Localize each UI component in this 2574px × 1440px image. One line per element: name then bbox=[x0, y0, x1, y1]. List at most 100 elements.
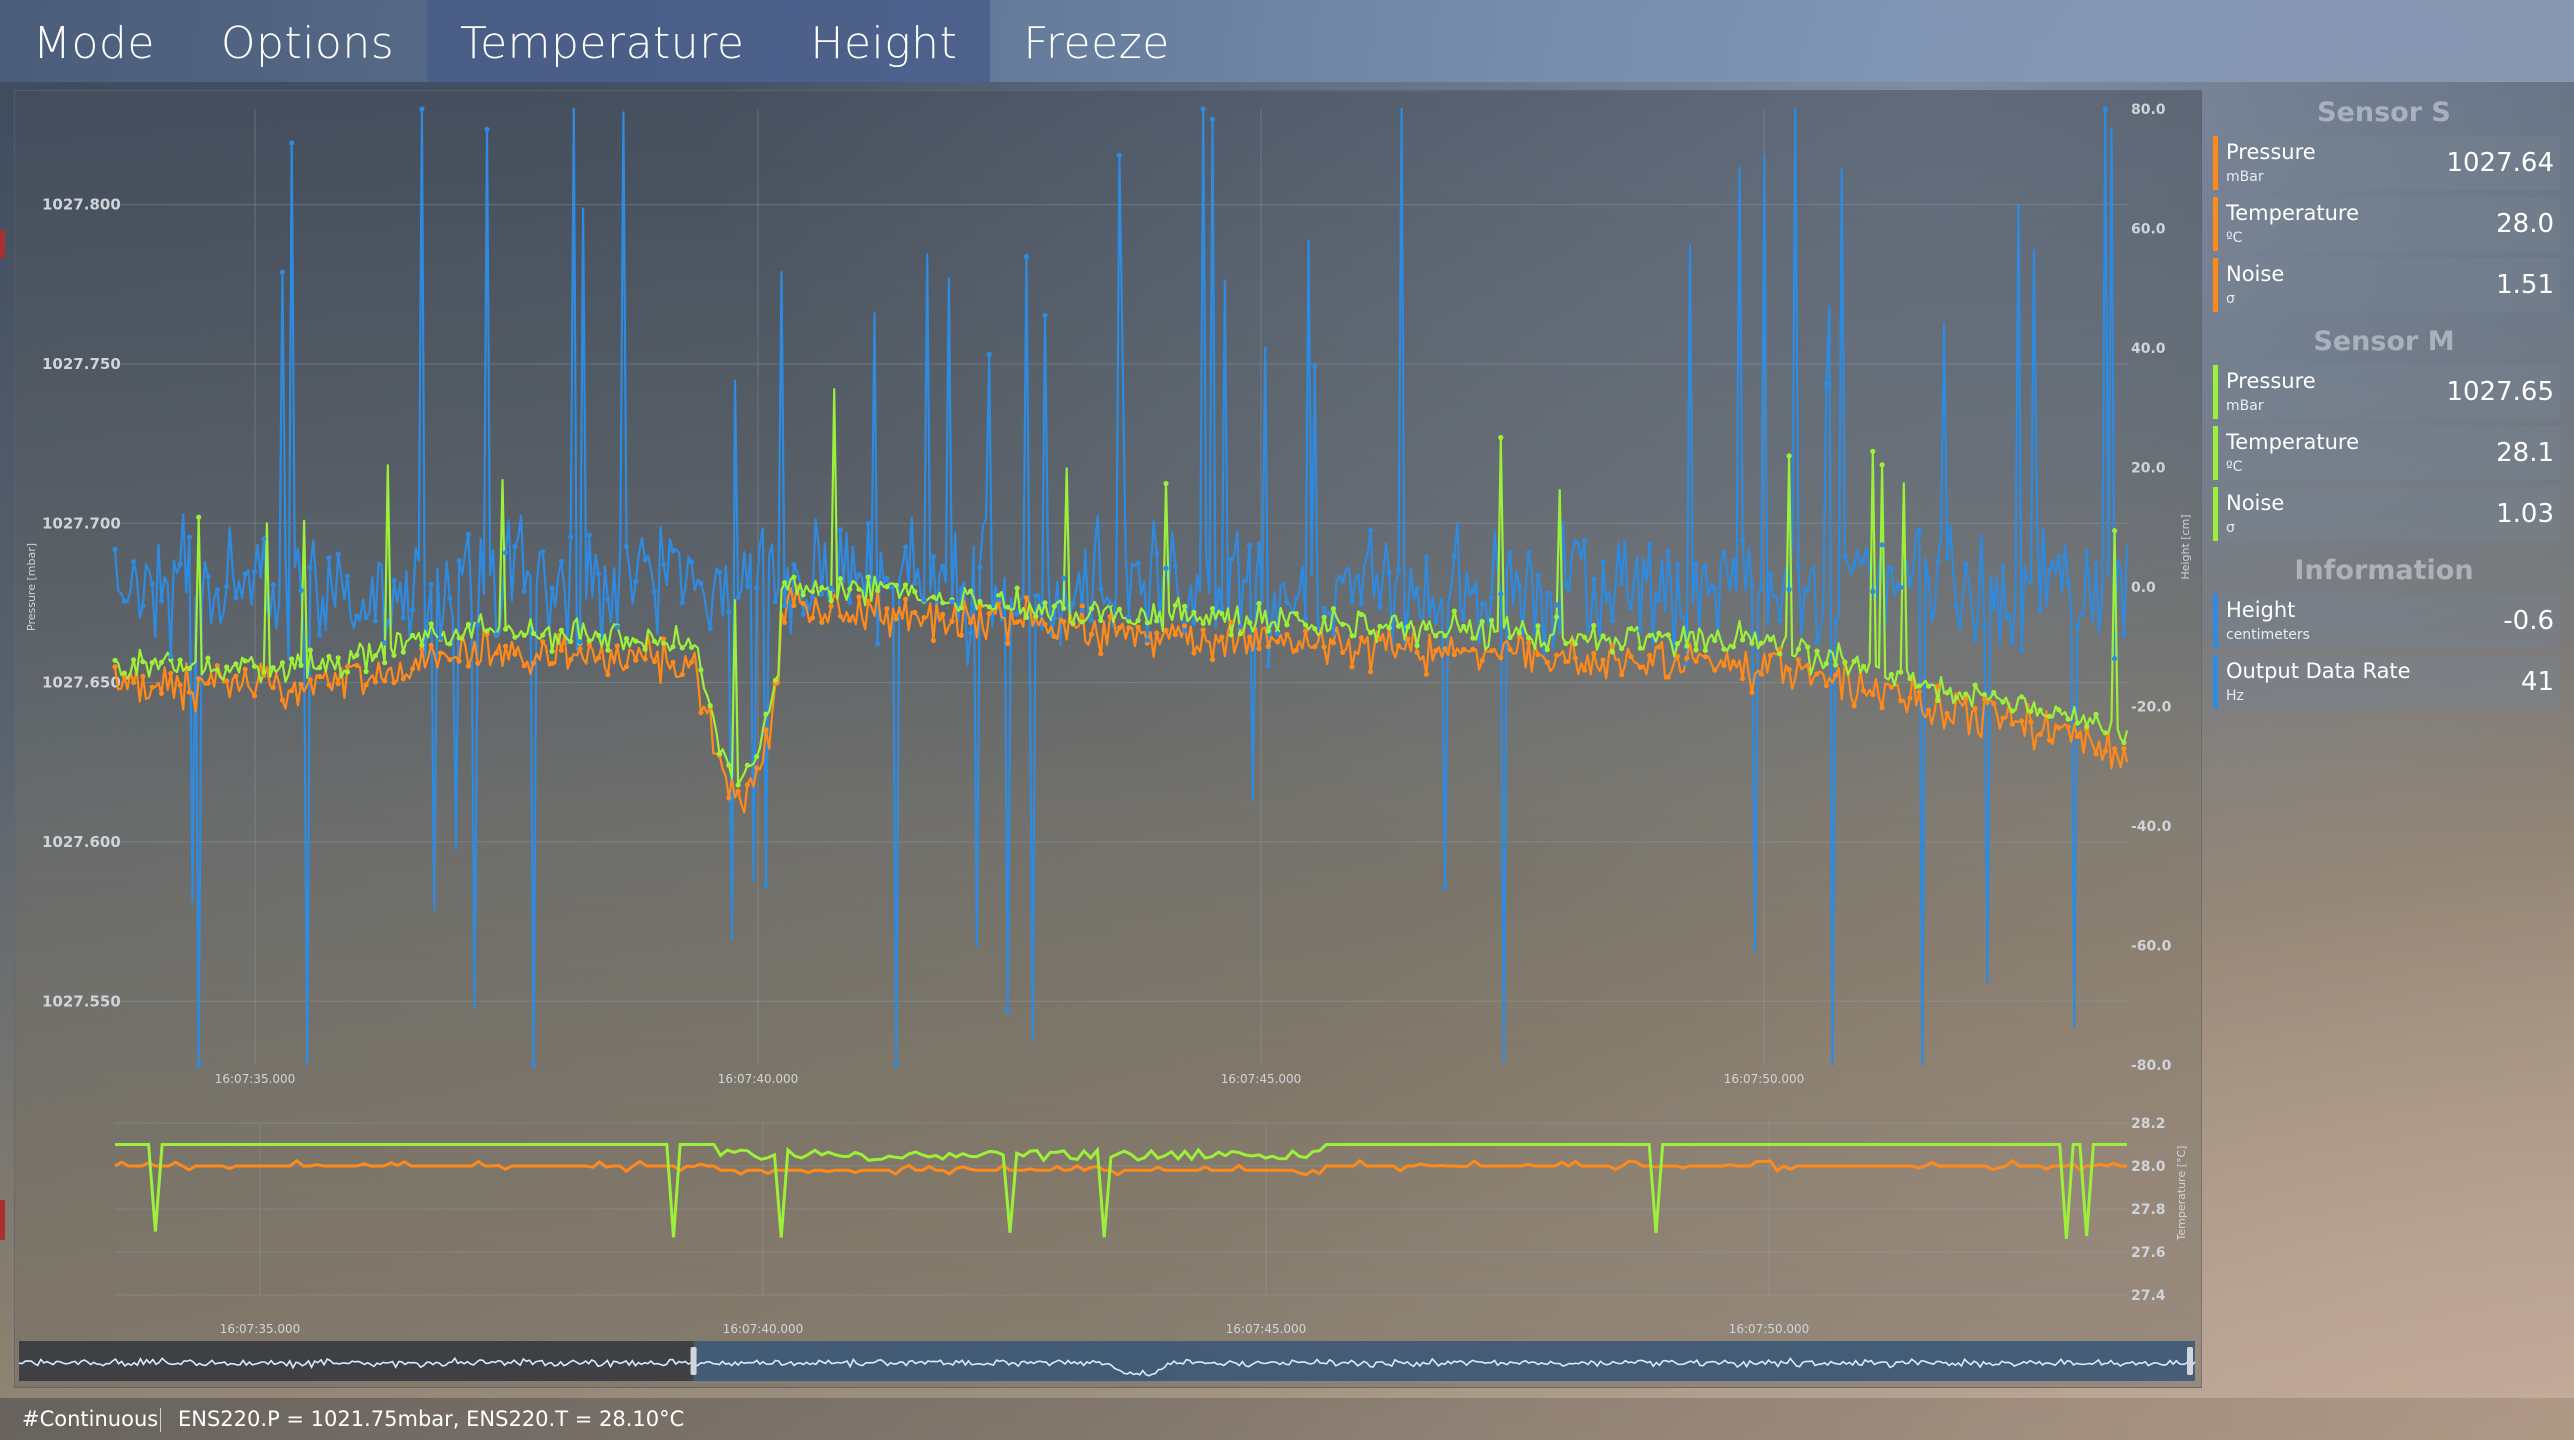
data-point bbox=[745, 763, 750, 768]
data-point bbox=[1349, 599, 1354, 604]
data-point bbox=[1963, 696, 1968, 701]
data-point bbox=[550, 585, 555, 590]
data-point bbox=[847, 600, 852, 605]
data-point bbox=[1852, 659, 1857, 664]
data-point bbox=[1442, 633, 1447, 638]
data-point bbox=[2103, 106, 2108, 111]
y-tick-label: 1027.600 bbox=[42, 833, 121, 851]
data-point bbox=[1814, 640, 1819, 645]
data-point bbox=[2103, 749, 2108, 754]
data-point bbox=[1303, 628, 1308, 633]
data-point bbox=[1154, 618, 1159, 623]
data-point bbox=[736, 595, 741, 600]
menu-options[interactable]: Options bbox=[188, 0, 427, 82]
chart-canvas[interactable]: 16:07:35.000 16:07:40.000 16:07:45.000 16:0… bbox=[15, 91, 2201, 1387]
data-point bbox=[178, 683, 183, 688]
data-point bbox=[1080, 619, 1085, 624]
data-point bbox=[1405, 636, 1410, 641]
data-point bbox=[1191, 650, 1196, 655]
data-point bbox=[1284, 632, 1289, 637]
row-unit: σ bbox=[2226, 291, 2235, 307]
overview-range-handle-right[interactable] bbox=[2187, 1347, 2193, 1375]
data-point bbox=[624, 664, 629, 669]
data-point bbox=[894, 1062, 899, 1067]
data-point bbox=[410, 633, 415, 638]
data-point bbox=[680, 600, 685, 605]
data-point bbox=[838, 527, 843, 532]
menu-height-toggle[interactable]: Height bbox=[777, 0, 990, 82]
menu-freeze[interactable]: Freeze bbox=[990, 0, 1203, 82]
menu-temperature-toggle[interactable]: Temperature bbox=[427, 0, 777, 82]
data-point bbox=[1889, 567, 1894, 572]
data-point bbox=[1926, 578, 1931, 583]
section-title-sensor-s: Sensor S bbox=[2208, 90, 2560, 136]
data-point bbox=[1070, 621, 1075, 626]
data-point bbox=[1656, 598, 1661, 603]
data-point bbox=[317, 632, 322, 637]
data-point bbox=[512, 635, 517, 640]
y2-tick-label: 0.0 bbox=[2131, 580, 2156, 596]
data-point bbox=[1442, 885, 1447, 890]
height-row: Height centimeters -0.6 bbox=[2213, 594, 2560, 648]
data-point bbox=[2047, 737, 2052, 742]
data-point bbox=[1861, 558, 1866, 563]
data-point bbox=[912, 589, 917, 594]
data-point bbox=[1945, 555, 1950, 560]
data-point bbox=[1219, 611, 1224, 616]
data-point bbox=[1015, 586, 1020, 591]
data-point bbox=[949, 619, 954, 624]
data-point bbox=[698, 581, 703, 586]
row-unit: mBar bbox=[2226, 169, 2264, 185]
data-point bbox=[1201, 106, 1206, 111]
data-point bbox=[1684, 643, 1689, 648]
menu-mode[interactable]: Mode bbox=[0, 0, 188, 82]
data-point bbox=[1377, 605, 1382, 610]
data-point bbox=[150, 581, 155, 586]
data-point bbox=[1824, 661, 1829, 666]
status-divider bbox=[160, 1408, 161, 1432]
data-point bbox=[1535, 573, 1540, 578]
data-point bbox=[1601, 658, 1606, 663]
data-point bbox=[373, 653, 378, 658]
data-point bbox=[624, 544, 629, 549]
series-line-height bbox=[115, 109, 2127, 1065]
overview-range-handle-left[interactable] bbox=[691, 1347, 697, 1375]
data-point bbox=[1489, 595, 1494, 600]
data-point bbox=[1526, 550, 1531, 555]
data-point bbox=[280, 660, 285, 665]
data-point bbox=[178, 562, 183, 567]
data-point bbox=[2093, 712, 2098, 717]
data-point bbox=[1777, 618, 1782, 623]
data-point bbox=[1517, 583, 1522, 588]
row-value: 1027.64 bbox=[2446, 148, 2554, 178]
data-point bbox=[140, 659, 145, 664]
data-point bbox=[2121, 746, 2126, 751]
data-point bbox=[336, 552, 341, 557]
status-message: ENS220.P = 1021.75mbar, ENS220.T = 28.10… bbox=[178, 1398, 684, 1440]
x-tick-label: 16:07:40.000 bbox=[723, 1322, 804, 1336]
data-point bbox=[410, 666, 415, 671]
data-point bbox=[2010, 708, 2015, 713]
y2-tick-label: -80.0 bbox=[2131, 1058, 2172, 1074]
data-point bbox=[289, 688, 294, 693]
data-point bbox=[1136, 561, 1141, 566]
data-point bbox=[457, 635, 462, 640]
data-point bbox=[931, 594, 936, 599]
data-point bbox=[1907, 583, 1912, 588]
data-point bbox=[373, 679, 378, 684]
data-point bbox=[1210, 657, 1215, 662]
data-point bbox=[754, 586, 759, 591]
data-point bbox=[1647, 653, 1652, 658]
y2-axis-label: Height [cm] bbox=[2179, 514, 2192, 579]
data-point bbox=[233, 661, 238, 666]
data-point bbox=[726, 763, 731, 768]
data-point bbox=[2038, 607, 2043, 612]
data-point bbox=[1675, 654, 1680, 659]
data-point bbox=[1870, 449, 1875, 454]
y-tick-label: 1027.800 bbox=[42, 196, 121, 214]
data-point bbox=[1275, 639, 1280, 644]
overview-selection bbox=[694, 1341, 2195, 1381]
data-point bbox=[2066, 717, 2071, 722]
row-value: 1027.65 bbox=[2446, 377, 2554, 407]
data-point bbox=[875, 641, 880, 646]
